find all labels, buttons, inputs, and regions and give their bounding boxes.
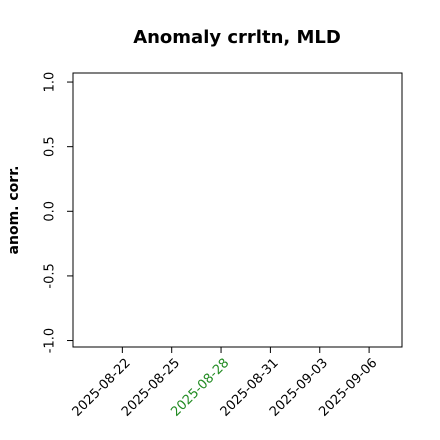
y-tick-label: 1.0 — [43, 72, 58, 93]
y-tick-label: -0.5 — [43, 263, 58, 288]
chart-title: Anomaly crrltn, MLD — [133, 27, 341, 48]
y-tick-label: 0.0 — [43, 201, 58, 222]
plot-frame — [72, 72, 403, 348]
y-tick-label: -1.0 — [43, 328, 58, 353]
y-tick-label: 0.5 — [43, 136, 58, 157]
y-axis-label: anom. corr. — [6, 166, 22, 255]
